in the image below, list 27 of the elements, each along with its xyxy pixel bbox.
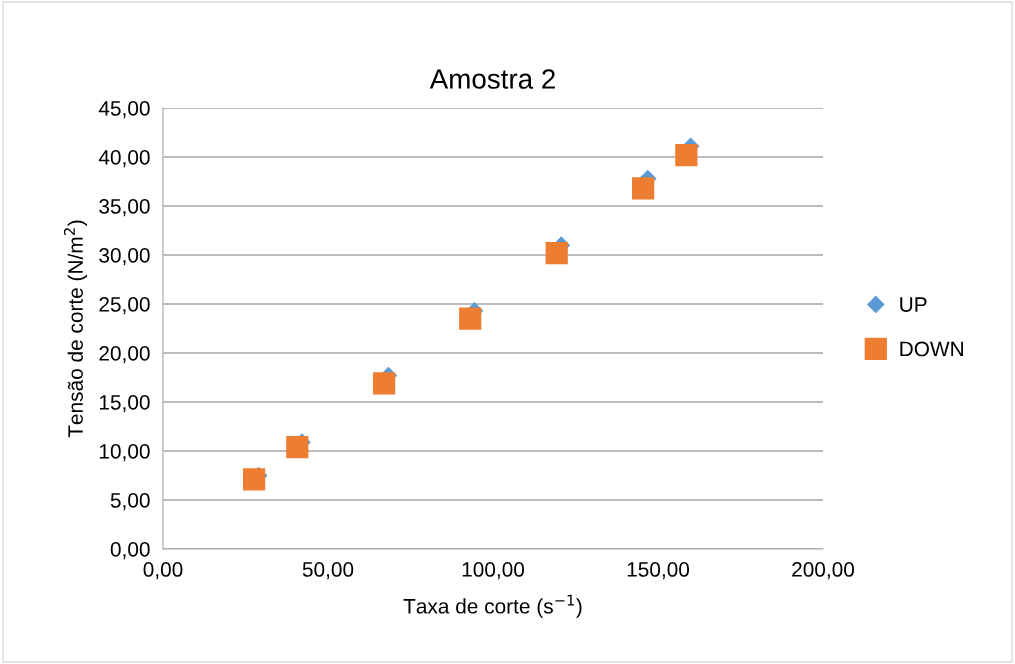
x-tick-label: 50,00 — [302, 562, 354, 580]
y-tick-label: 30,00 — [99, 248, 150, 266]
point — [286, 435, 309, 459]
y-tick-label: 15,00 — [99, 395, 150, 413]
y-tick-label: 25,00 — [99, 297, 150, 315]
x-tick-label: 100,00 — [462, 562, 525, 580]
point — [459, 307, 482, 330]
point — [372, 372, 396, 395]
y-tick-label: 20,00 — [99, 346, 150, 364]
x-tick-label: 200,00 — [792, 562, 855, 580]
point — [545, 241, 568, 265]
legend-label: UP — [900, 297, 927, 312]
x-tick-label: 150,00 — [627, 562, 690, 580]
point — [632, 177, 655, 200]
point — [242, 468, 266, 491]
y-tick-label: 35,00 — [99, 199, 150, 217]
x-tick-label: 0,00 — [143, 562, 183, 580]
legend-label: DOWN — [900, 341, 963, 357]
chart-title: Amostra 2 — [429, 69, 555, 89]
y-tick-label: 10,00 — [99, 444, 150, 462]
y-tick-label: 40,00 — [98, 150, 150, 168]
point — [675, 143, 698, 167]
y-tick-label: 0,00 — [110, 542, 150, 560]
x-axis-title: Taxa de corte (s$^{−1}$) — [403, 594, 582, 618]
y-tick-label: 5,00 — [110, 493, 150, 511]
y-tick-label: 45,00 — [98, 101, 150, 119]
y-axis-title: Tensão de corte (N/m$^{2}$) — [63, 220, 88, 438]
